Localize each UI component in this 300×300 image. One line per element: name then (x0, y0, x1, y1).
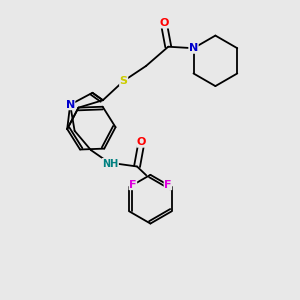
Text: F: F (129, 180, 136, 190)
Text: N: N (189, 43, 198, 53)
Text: O: O (137, 137, 146, 147)
Text: O: O (159, 18, 169, 28)
Text: S: S (120, 76, 128, 86)
Text: N: N (65, 100, 75, 110)
Text: NH: NH (102, 158, 119, 169)
Text: F: F (164, 180, 172, 190)
